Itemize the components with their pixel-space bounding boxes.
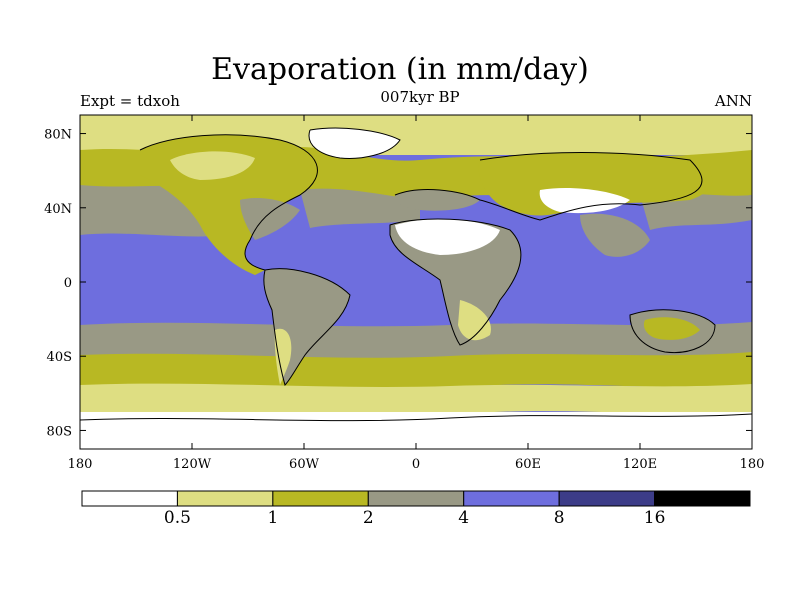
colorbar-label: 1	[267, 508, 278, 528]
southern-midlatitude-band	[80, 352, 752, 389]
colorbar: 0.5 1 2 4 8 16	[81, 490, 751, 528]
southern-africa-dry	[458, 300, 491, 341]
eurasia-coastline	[394, 152, 703, 221]
lon-tick-label: 60E	[515, 457, 541, 472]
northwest-pacific-gray	[640, 193, 752, 230]
central-asia-desert	[539, 188, 630, 214]
greenland-ice	[309, 128, 400, 159]
colorbar-swatch	[654, 490, 751, 507]
colorbar-label: 2	[363, 508, 374, 528]
lon-tick-label: 0	[412, 457, 420, 472]
andes-dry-land	[274, 328, 292, 385]
colorbar-label: 4	[458, 508, 469, 528]
season-label: ANN	[714, 92, 752, 110]
map-plot-area: 180 120W 60W 0 60E 120E 180 80N 40N 0 40S 80S	[44, 114, 765, 472]
colorbar-swatch	[81, 490, 178, 507]
lat-tick-label: 80N	[44, 128, 72, 143]
colorbar-label: 8	[554, 508, 565, 528]
colorbar-label: 0.5	[164, 508, 191, 528]
coastlines	[80, 127, 752, 422]
lon-tick-label: 180	[740, 457, 765, 472]
australia-coastline	[629, 309, 716, 354]
lon-tick-label: 120W	[173, 457, 212, 472]
colorbar-swatch	[176, 490, 274, 507]
colorbar-swatch	[558, 490, 656, 507]
asia-land	[478, 152, 713, 216]
lon-tick-label: 60W	[289, 457, 320, 472]
africa-coastline	[389, 218, 522, 346]
colorbar-swatch	[272, 490, 369, 507]
experiment-label: Expt = tdxoh	[80, 92, 180, 110]
map-subtitle: 007kyr BP	[380, 88, 460, 106]
north-america-coastline	[139, 134, 318, 271]
evaporation-contours	[80, 115, 752, 449]
lon-tick-label: 180	[68, 457, 93, 472]
colorbar-swatch	[463, 490, 560, 507]
greenland-coastline	[308, 127, 401, 159]
antarctica-coastline	[80, 413, 752, 422]
south-america-coastline	[263, 268, 351, 386]
lon-tick-label: 120E	[623, 457, 657, 472]
southern-highlatitude-band	[80, 383, 752, 416]
colorbar-swatch	[367, 490, 465, 507]
north-atlantic-gray	[300, 188, 420, 228]
sahara-desert	[395, 218, 500, 255]
australia-interior	[643, 317, 700, 340]
lat-tick-label: 0	[64, 276, 72, 291]
south-asia-land	[580, 213, 650, 257]
antarctica-band	[80, 412, 752, 449]
lat-tick-label: 80S	[47, 424, 72, 439]
northern-canada-land	[170, 151, 255, 180]
latitude-axis: 80N 40N 0 40S 80S	[44, 128, 752, 439]
lat-tick-label: 40S	[47, 350, 72, 365]
longitude-axis: 180 120W 60W 0 60E 120E 180	[68, 115, 765, 472]
lat-tick-label: 40N	[44, 202, 72, 217]
southern-ocean-gray	[80, 322, 752, 362]
europe-land	[395, 189, 480, 211]
colorbar-label: 16	[644, 508, 666, 528]
map-title: Evaporation (in mm/day)	[211, 52, 589, 87]
